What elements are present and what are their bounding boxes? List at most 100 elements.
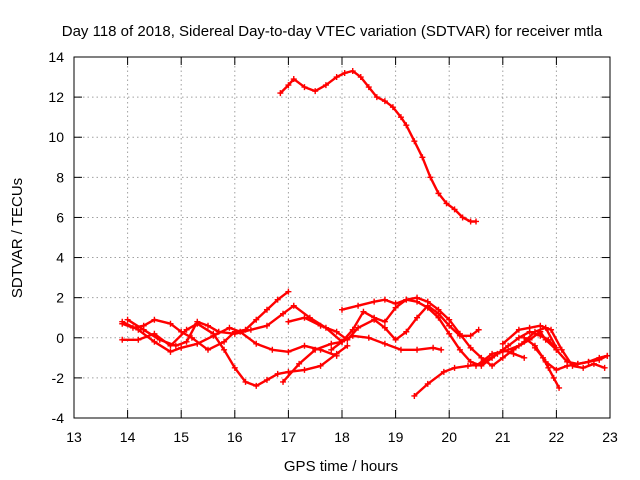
data-point xyxy=(333,328,340,335)
data-point xyxy=(301,366,308,373)
x-tick-label: 17 xyxy=(281,429,297,445)
data-point xyxy=(414,346,421,353)
data-point xyxy=(290,76,297,83)
data-point xyxy=(537,322,544,329)
data-point xyxy=(349,68,356,75)
data-point xyxy=(545,364,552,371)
data-point xyxy=(553,346,560,353)
data-point xyxy=(440,368,447,375)
data-point xyxy=(446,330,453,337)
data-point xyxy=(285,288,292,295)
series-line-arc-e xyxy=(281,334,443,384)
data-point xyxy=(333,350,340,357)
data-point xyxy=(167,320,174,327)
data-point xyxy=(285,348,292,355)
data-point xyxy=(277,90,284,97)
data-point xyxy=(355,302,362,309)
data-point xyxy=(456,330,463,337)
data-point xyxy=(263,376,270,383)
series-arc-a xyxy=(119,288,292,353)
data-point xyxy=(231,364,238,371)
data-point xyxy=(464,362,471,369)
data-point xyxy=(274,370,281,377)
data-point xyxy=(242,378,249,385)
data-point xyxy=(537,328,544,335)
data-point xyxy=(290,302,297,309)
x-tick-label: 18 xyxy=(334,429,350,445)
data-point xyxy=(285,82,292,89)
data-point xyxy=(381,324,388,331)
data-point xyxy=(521,354,528,361)
data-point xyxy=(467,344,474,351)
data-point xyxy=(499,340,506,347)
data-point xyxy=(151,338,158,345)
data-point xyxy=(247,326,254,333)
y-tick-label: 10 xyxy=(48,129,64,145)
data-point xyxy=(381,98,388,105)
data-point xyxy=(489,362,496,369)
series-line-arc-j xyxy=(501,324,606,370)
y-tick-label: 6 xyxy=(56,209,64,225)
data-point xyxy=(443,200,450,207)
data-point xyxy=(365,84,372,91)
x-axis-label: GPS time / hours xyxy=(284,458,398,475)
x-tick-label: 15 xyxy=(173,429,189,445)
data-point xyxy=(339,338,345,345)
data-point xyxy=(389,104,396,111)
data-point xyxy=(430,344,437,351)
data-point xyxy=(226,324,233,331)
data-point xyxy=(392,300,399,307)
x-tick-label: 22 xyxy=(549,429,565,445)
data-point xyxy=(526,324,533,331)
data-point xyxy=(194,340,201,347)
data-point xyxy=(341,70,348,77)
data-point xyxy=(515,326,522,333)
data-point xyxy=(438,346,445,353)
data-point xyxy=(333,74,340,81)
chart-title: Day 118 of 2018, Sidereal Day-to-day VTE… xyxy=(62,23,603,40)
data-point xyxy=(312,88,319,95)
x-tick-labels: 13 14 15 16 17 18 19 20 21 22 23 xyxy=(66,429,618,445)
y-tick-label: 0 xyxy=(56,330,64,346)
x-tick-label: 19 xyxy=(388,429,404,445)
data-point xyxy=(403,122,410,129)
series-arc-m xyxy=(531,344,563,391)
data-point xyxy=(574,360,581,367)
data-point xyxy=(210,330,217,337)
data-point xyxy=(205,346,211,353)
data-point xyxy=(467,332,474,339)
data-point xyxy=(167,348,174,355)
data-point xyxy=(194,318,201,325)
data-point xyxy=(339,306,345,313)
data-series xyxy=(119,68,611,399)
data-point xyxy=(301,84,308,91)
data-point xyxy=(328,340,335,347)
data-point xyxy=(317,362,324,369)
data-point xyxy=(135,336,142,343)
data-point xyxy=(371,314,378,321)
data-point xyxy=(467,218,474,225)
x-tick-label: 21 xyxy=(495,429,511,445)
data-point xyxy=(373,94,380,101)
data-point xyxy=(548,326,555,333)
x-tick-label: 14 xyxy=(120,429,136,445)
data-point xyxy=(205,322,211,329)
data-point xyxy=(499,354,506,361)
data-point xyxy=(427,174,434,181)
data-point xyxy=(397,346,404,353)
data-point xyxy=(580,364,587,371)
data-point xyxy=(285,318,292,325)
data-point xyxy=(381,318,388,325)
data-point xyxy=(403,296,410,303)
data-point xyxy=(435,314,442,321)
data-point xyxy=(531,344,538,351)
data-point xyxy=(604,352,611,359)
data-point xyxy=(156,336,163,343)
data-point xyxy=(221,346,228,353)
data-point xyxy=(499,348,506,355)
data-point xyxy=(564,362,571,369)
data-point xyxy=(542,336,549,343)
data-point xyxy=(515,342,522,349)
data-point xyxy=(392,336,399,343)
